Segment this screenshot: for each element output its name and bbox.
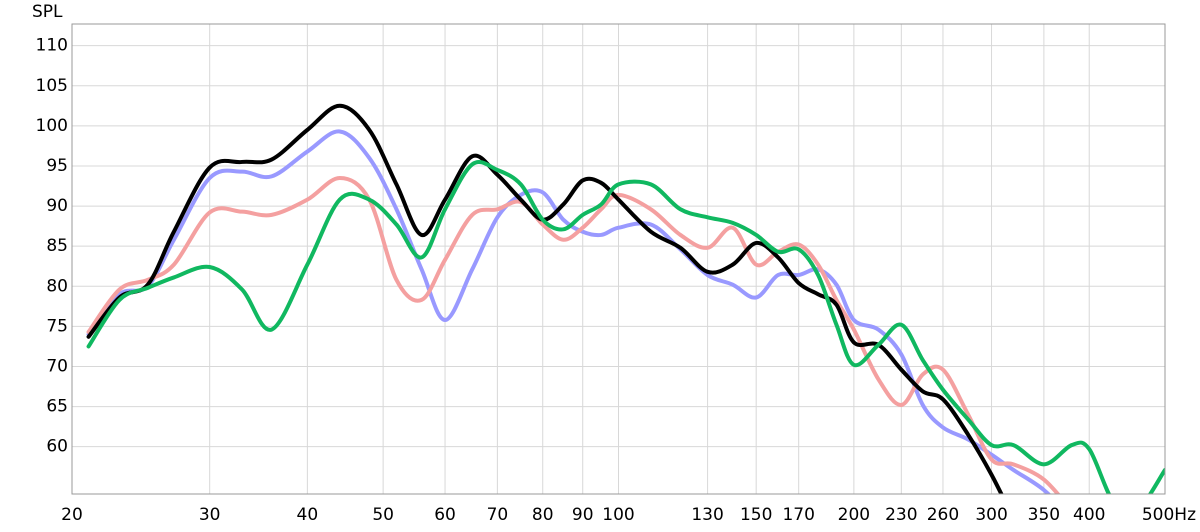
series-line bbox=[86, 103, 1004, 494]
x-tick-label: 300 bbox=[975, 505, 1007, 525]
y-tick-label: 75 bbox=[46, 316, 68, 336]
plot-frame bbox=[71, 23, 1166, 495]
x-tick-label: 200 bbox=[838, 505, 870, 525]
x-tick-label: 70 bbox=[487, 505, 509, 525]
series-line bbox=[86, 175, 1061, 494]
y-tick-label: 60 bbox=[46, 437, 68, 457]
x-tick-label: 350 bbox=[1028, 505, 1060, 525]
x-tick-label: 130 bbox=[691, 505, 723, 525]
x-tick-label: 150 bbox=[740, 505, 772, 525]
y-tick-label: 105 bbox=[36, 76, 68, 96]
y-tick-label: 90 bbox=[46, 196, 68, 216]
y-tick-label: 80 bbox=[46, 276, 68, 296]
x-tick-label: 40 bbox=[297, 505, 319, 525]
x-tick-label: 100 bbox=[602, 505, 634, 525]
x-tick-label: 230 bbox=[885, 505, 917, 525]
x-tick-label: 170 bbox=[782, 505, 814, 525]
x-tick-label: 260 bbox=[927, 505, 959, 525]
y-tick-label: 70 bbox=[46, 356, 68, 376]
y-tick-label: 65 bbox=[46, 397, 68, 417]
x-tick-label: 60 bbox=[434, 505, 456, 525]
y-tick-label: 100 bbox=[36, 116, 68, 136]
y-tick-label: 95 bbox=[46, 156, 68, 176]
x-tick-label: 20 bbox=[61, 505, 83, 525]
y-tick-label: 85 bbox=[46, 236, 68, 256]
x-tick-label: 400 bbox=[1073, 505, 1105, 525]
y-axis-label: SPL bbox=[32, 2, 63, 22]
x-tick-label: 90 bbox=[572, 505, 594, 525]
x-tick-label: 500Hz bbox=[1142, 505, 1196, 525]
x-tick-label: 50 bbox=[372, 505, 394, 525]
series-line bbox=[86, 129, 1052, 494]
y-tick-label: 110 bbox=[36, 36, 68, 56]
x-tick-label: 30 bbox=[199, 505, 221, 525]
series-line bbox=[86, 160, 1165, 494]
x-tick-label: 80 bbox=[532, 505, 554, 525]
